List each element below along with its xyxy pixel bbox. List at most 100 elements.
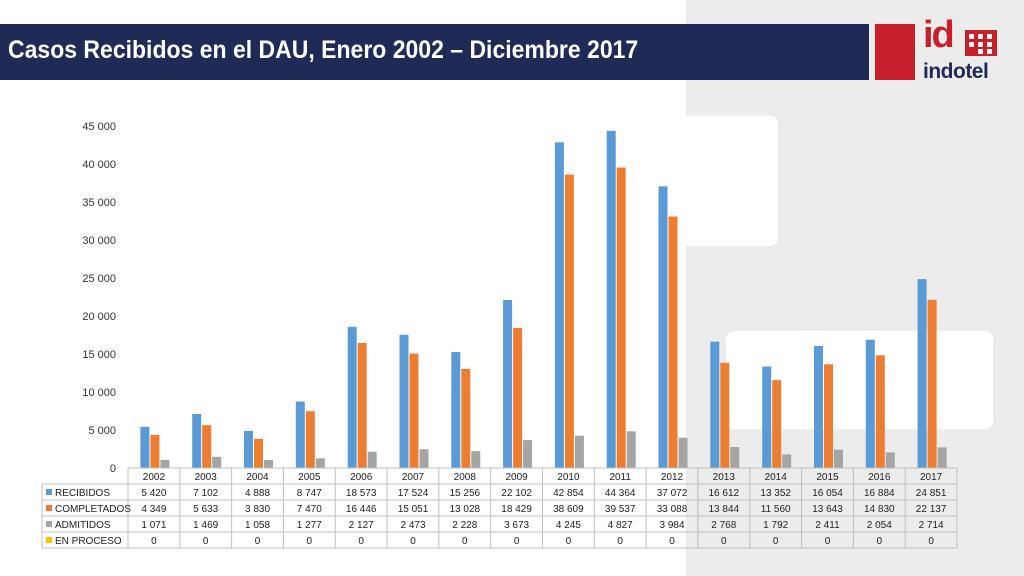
table-cell: 0 [410,536,416,547]
table-cell: 0 [825,536,831,547]
x-category-label: 2009 [505,472,528,483]
table-cell: 16 612 [709,488,740,499]
bars [140,130,947,469]
x-category-label: 2007 [402,472,425,483]
table-cell: 16 054 [812,488,843,499]
slide-title: Casos Recibidos en el DAU, Enero 2002 – … [8,36,639,64]
x-category-label: 2004 [246,472,269,483]
x-category-label: 2005 [298,472,321,483]
table-cell: 4 245 [556,520,581,531]
bar-admitidos [523,440,533,468]
table-cell: 1 058 [245,520,270,531]
bar-recibidos [762,366,772,468]
indotel-logo: id indotel [873,14,1005,86]
table-cell: 0 [877,536,883,547]
table-cell: 2 768 [711,520,736,531]
table-cell: 42 854 [553,488,584,499]
table-cell: 0 [928,536,934,547]
bar-completados [357,343,367,468]
table-cell: 2 411 [815,520,840,531]
bar-recibidos [244,430,253,468]
table-cell: 44 364 [605,488,636,499]
bar-recibidos [451,352,461,468]
table-cell: 13 028 [450,504,481,515]
legend-key [46,489,52,495]
table-cell: 15 256 [450,488,481,499]
table-cell: 0 [307,536,313,547]
bar-admitidos [782,454,792,468]
bar-admitidos [574,435,584,468]
y-tick-label: 20 000 [82,311,116,323]
bar-completados [409,353,419,468]
bar-completados [720,362,730,468]
table-cell: 4 827 [608,520,633,531]
background-card-upper [500,116,778,246]
table-cell: 2 054 [867,520,892,531]
legend-key [46,537,52,543]
y-tick-label: 35 000 [82,197,116,209]
table-cell: 4 888 [245,488,270,499]
table-cell: 0 [358,536,364,547]
table-cell: 22 137 [916,504,947,515]
legend-label: COMPLETADOS [55,504,131,515]
table-cell: 0 [462,536,468,547]
bar-admitidos [160,459,170,468]
table-cell: 5 633 [193,504,218,515]
y-tick-label: 45 000 [82,121,116,133]
legend-key [46,505,52,511]
table-cell: 2 228 [452,520,477,531]
bar-recibidos [710,341,720,468]
table-cell: 0 [514,536,520,547]
bar-recibidos [554,142,564,469]
table-cell: 24 851 [916,488,947,499]
table-cell: 4 349 [141,504,166,515]
bar-recibidos [503,300,513,468]
table-cell: 16 446 [346,504,377,515]
x-category-label: 2008 [454,472,477,483]
table-cell: 2 714 [919,520,944,531]
bar-recibidos [192,414,202,468]
table-cell: 1 277 [297,520,322,531]
y-tick-label: 15 000 [82,349,116,361]
x-category-label: 2010 [557,472,580,483]
table-cell: 0 [773,536,779,547]
y-tick-label: 25 000 [82,273,116,285]
table-cell: 16 884 [864,488,895,499]
bar-admitidos [315,458,325,468]
bar-recibidos [917,279,927,468]
bar-admitidos [264,460,273,468]
bar-completados [927,299,937,468]
bar-completados [202,425,212,468]
x-category-label: 2012 [661,472,684,483]
legend-key [46,521,52,527]
y-tick-label: 10 000 [82,387,116,399]
table-cell: 0 [566,536,572,547]
bar-recibidos [865,339,875,468]
bar-recibidos [140,426,150,468]
bar-completados [668,216,678,468]
background-panel [686,0,1024,576]
table-cell: 33 088 [657,504,688,515]
x-category-label: 2014 [765,472,788,483]
table-cell: 0 [669,536,675,547]
legend-label: RECIBIDOS [55,488,110,499]
table-cell: 0 [255,536,261,547]
table-cell: 1 071 [141,520,166,531]
table-cell: 18 573 [346,488,377,499]
table-cell: 5 420 [141,488,166,499]
table-cell: 3 673 [504,520,529,531]
bar-completados [564,174,574,468]
legend-label: ADMITIDOS [55,520,111,531]
table-cell: 13 643 [812,504,843,515]
table-cell: 3 984 [659,520,684,531]
y-tick-label: 30 000 [82,235,116,247]
bar-admitidos [937,447,947,468]
bar-admitidos [885,452,895,468]
table-cell: 0 [151,536,157,547]
bar-completados [513,327,523,468]
table-cell: 13 844 [709,504,740,515]
y-tick-label: 5 000 [88,425,116,437]
bar-completados [461,369,471,468]
table-cell: 39 537 [605,504,636,515]
bar-admitidos [678,437,688,468]
